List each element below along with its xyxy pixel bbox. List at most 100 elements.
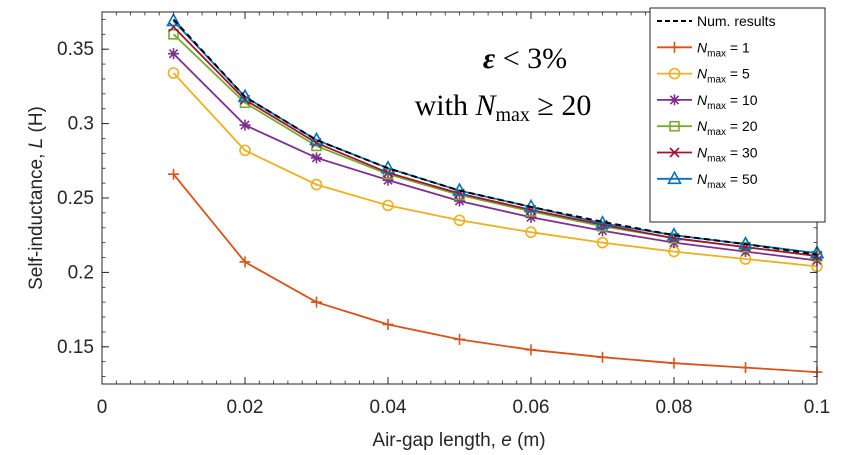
x-tick-label: 0.06 (513, 397, 550, 418)
data-point (740, 362, 751, 374)
legend-swatch-marker (669, 94, 680, 106)
annotation-n: N (474, 89, 497, 122)
legend-swatch-marker (669, 147, 680, 158)
annotation-line-1: ε < 3% (483, 42, 567, 75)
legend-item: Nmax = 20 (657, 118, 758, 138)
legend-label-value: = 30 (726, 145, 758, 161)
data-point (382, 318, 394, 330)
legend-item: Num. results (657, 13, 776, 29)
legend-label-sub: max (707, 101, 726, 112)
legend-label: Nmax = 20 (697, 118, 758, 138)
series-line-2 (172, 72, 818, 268)
legend-label-sub: max (707, 75, 726, 86)
data-point (237, 88, 253, 103)
x-axis-label: Air-gap length, e (m) (372, 430, 545, 451)
data-point (453, 214, 466, 227)
y-axis-label-suffix: (H) (26, 106, 47, 138)
x-axis-label-suffix: (m) (512, 430, 546, 451)
data-point (239, 119, 251, 131)
y-tick-label: 0.3 (68, 114, 94, 135)
x-tick-label: 0.04 (370, 397, 407, 418)
legend-label-sub: max (707, 180, 726, 191)
y-axis-label-var: L (26, 138, 47, 149)
data-point (597, 351, 608, 363)
legend-label-value: = 20 (726, 118, 758, 134)
legend-label-var: N (697, 66, 708, 82)
legend-swatch-marker (669, 41, 680, 53)
legend-item: Nmax = 30 (657, 145, 758, 165)
legend-label: Nmax = 30 (697, 145, 758, 165)
x-tick-label: 0.08 (656, 397, 693, 418)
legend-label-var: N (697, 92, 708, 108)
legend-swatch-marker (667, 170, 682, 185)
y-axis-label: Self-inductance, L (H) (26, 106, 47, 290)
data-point (311, 140, 322, 152)
data-point (596, 236, 609, 249)
legend-label-var: N (697, 171, 708, 187)
data-point (525, 211, 537, 223)
legend-item: Nmax = 1 (657, 39, 750, 59)
annotation-sub: max (495, 104, 529, 126)
data-point (239, 256, 251, 268)
legend-label-sub: max (707, 127, 726, 138)
series-2 (167, 67, 823, 273)
legend-label-var: N (697, 39, 708, 55)
legend-label: Nmax = 5 (697, 66, 750, 86)
legend-item: Nmax = 50 (657, 170, 758, 191)
x-tick-label: 0.1 (804, 397, 830, 418)
y-tick-label: 0.35 (57, 39, 94, 60)
data-point (311, 152, 322, 164)
y-axis-label-prefix: Self-inductance, (26, 148, 47, 290)
legend-item: Nmax = 5 (657, 66, 750, 86)
legend-label-sub: max (707, 154, 726, 165)
series-line-3 (172, 53, 818, 262)
data-point (452, 182, 467, 196)
legend-label-sub: max (707, 48, 726, 59)
x-axis-label-prefix: Air-gap length, (372, 430, 501, 451)
legend-label: Nmax = 50 (697, 171, 758, 191)
legend-label-var: N (697, 145, 708, 161)
data-point (166, 12, 181, 27)
data-point (310, 178, 323, 191)
annotation-threshold: < 3% (495, 42, 567, 75)
legend-label: Nmax = 1 (697, 39, 750, 59)
data-point (382, 174, 394, 186)
series-line-0 (172, 18, 818, 256)
y-tick-label: 0.2 (68, 262, 94, 283)
x-axis-label-var: e (501, 430, 512, 451)
legend-label-value: = 5 (726, 66, 750, 82)
legend-item: Nmax = 10 (657, 92, 758, 112)
data-point (454, 195, 465, 207)
legend-label-var: N (697, 118, 708, 134)
data-point (454, 333, 465, 345)
data-point (382, 199, 394, 212)
data-point (666, 227, 682, 241)
annotation-rest: ≥ 20 (530, 89, 591, 122)
legend-label: Nmax = 10 (697, 92, 758, 112)
series-line-5 (172, 26, 818, 257)
data-point (239, 144, 251, 157)
legend-box (649, 7, 826, 223)
legend-label-value: = 50 (726, 171, 758, 187)
legend-swatch-marker (668, 67, 681, 80)
plot-marks (166, 12, 825, 378)
legend-label: Num. results (697, 13, 776, 29)
y-tick-label: 0.15 (57, 337, 94, 358)
annotation-with: with (415, 89, 476, 122)
legend-label-value: = 10 (726, 92, 758, 108)
data-point (168, 29, 179, 40)
annotation: ε < 3% with Nmax ≥ 20 (415, 42, 592, 126)
annotation-epsilon: ε (483, 42, 496, 75)
data-point (311, 296, 322, 308)
legend-label-value: = 1 (726, 39, 750, 55)
data-point (668, 357, 680, 369)
series-1 (168, 168, 823, 378)
data-point (168, 168, 179, 180)
x-tick-label: 0 (97, 397, 108, 418)
series-line-1 (172, 173, 818, 373)
legend-swatch-marker (669, 120, 680, 132)
data-point (168, 48, 179, 60)
annotation-line-2: with Nmax ≥ 20 (415, 89, 592, 126)
